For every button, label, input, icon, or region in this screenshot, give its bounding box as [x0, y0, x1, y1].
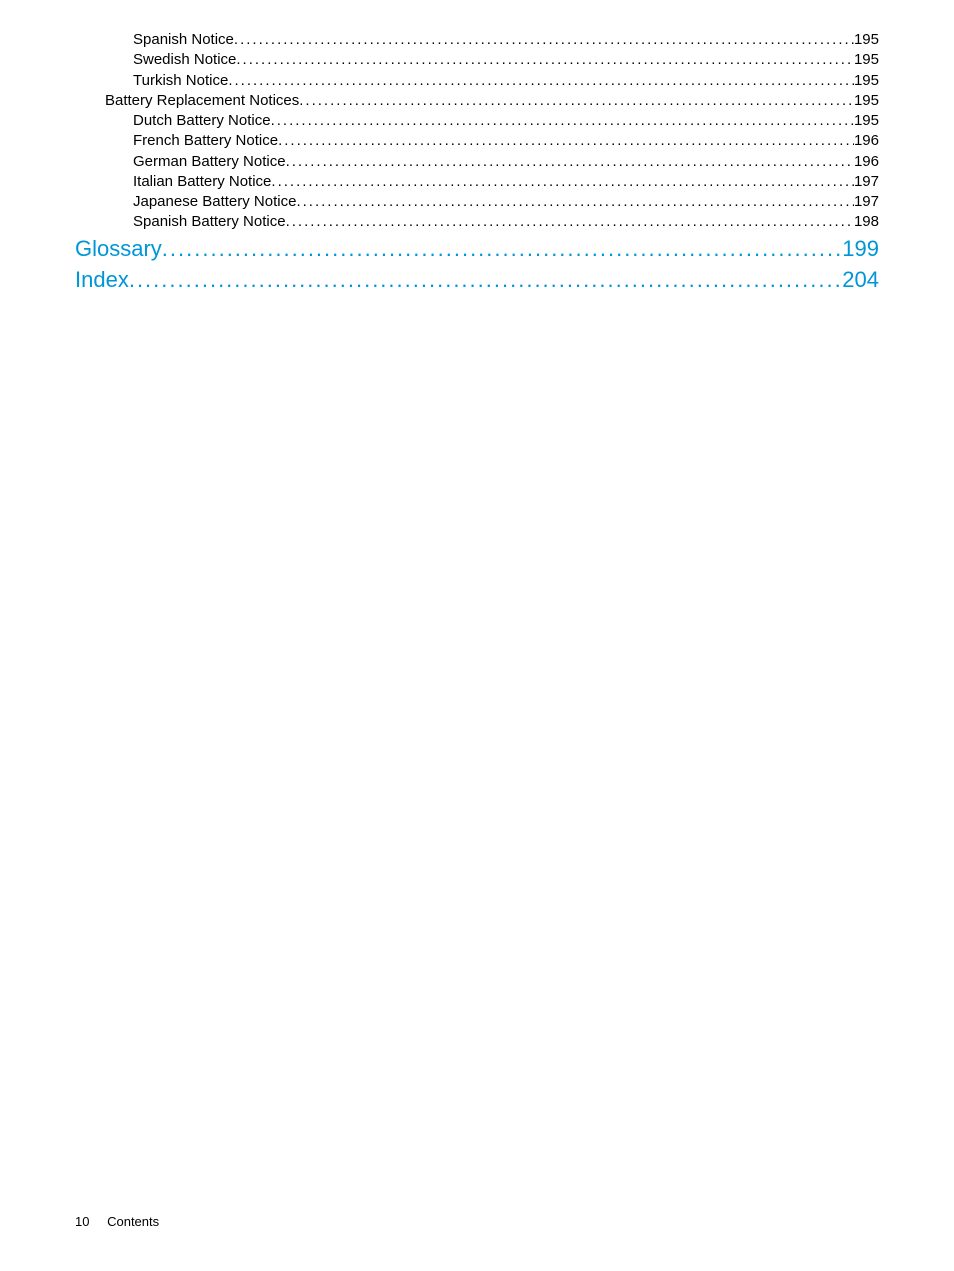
toc-entry[interactable]: Swedish Notice 195 [75, 50, 879, 70]
toc-label: Spanish Notice [133, 30, 234, 50]
toc-entry[interactable]: Spanish Notice 195 [75, 30, 879, 50]
toc-leader-dots [278, 131, 854, 151]
toc-container: Spanish Notice 195 Swedish Notice 195 Tu… [0, 0, 954, 296]
toc-leader-dots [228, 71, 854, 91]
toc-label: Index [75, 264, 129, 296]
toc-label: Swedish Notice [133, 50, 236, 70]
toc-page-number: 195 [854, 71, 879, 91]
toc-label: Turkish Notice [133, 71, 228, 91]
page-footer: 10 Contents [75, 1214, 159, 1229]
toc-entry[interactable]: Turkish Notice 195 [75, 71, 879, 91]
toc-label: Battery Replacement Notices [105, 91, 299, 111]
toc-leader-dots [234, 30, 854, 50]
toc-entry-glossary[interactable]: Glossary 199 [75, 233, 879, 265]
toc-entry[interactable]: French Battery Notice 196 [75, 131, 879, 151]
toc-leader-dots [286, 152, 854, 172]
toc-leader-dots [162, 233, 842, 265]
toc-label: French Battery Notice [133, 131, 278, 151]
toc-page-number: 195 [854, 30, 879, 50]
toc-entry[interactable]: Italian Battery Notice 197 [75, 172, 879, 192]
toc-label: Dutch Battery Notice [133, 111, 271, 131]
toc-label: Glossary [75, 233, 162, 265]
toc-page-number: 197 [854, 192, 879, 212]
footer-page-number: 10 [75, 1214, 89, 1229]
toc-leader-dots [299, 91, 854, 111]
toc-entry[interactable]: Spanish Battery Notice 198 [75, 212, 879, 232]
toc-entry[interactable]: German Battery Notice 196 [75, 152, 879, 172]
toc-page-number: 195 [854, 111, 879, 131]
toc-label: Italian Battery Notice [133, 172, 271, 192]
toc-leader-dots [236, 50, 854, 70]
toc-label: German Battery Notice [133, 152, 286, 172]
toc-leader-dots [129, 264, 842, 296]
toc-entry[interactable]: Dutch Battery Notice 195 [75, 111, 879, 131]
toc-page-number: 195 [854, 50, 879, 70]
toc-page-number: 196 [854, 152, 879, 172]
footer-section-label: Contents [107, 1214, 159, 1229]
toc-label: Spanish Battery Notice [133, 212, 286, 232]
toc-page-number: 199 [842, 233, 879, 265]
toc-page-number: 196 [854, 131, 879, 151]
toc-page-number: 197 [854, 172, 879, 192]
toc-label: Japanese Battery Notice [133, 192, 296, 212]
toc-entry[interactable]: Japanese Battery Notice 197 [75, 192, 879, 212]
toc-leader-dots [271, 172, 854, 192]
toc-page-number: 198 [854, 212, 879, 232]
toc-entry[interactable]: Battery Replacement Notices 195 [75, 91, 879, 111]
toc-leader-dots [286, 212, 854, 232]
toc-leader-dots [296, 192, 854, 212]
toc-leader-dots [271, 111, 854, 131]
toc-entry-index[interactable]: Index 204 [75, 264, 879, 296]
toc-page-number: 195 [854, 91, 879, 111]
toc-page-number: 204 [842, 264, 879, 296]
